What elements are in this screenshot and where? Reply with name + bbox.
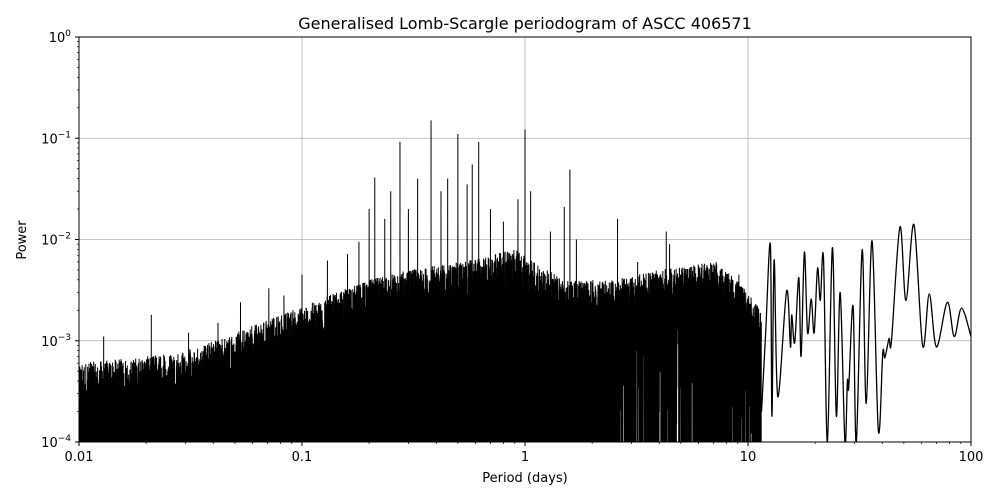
long-period-power-line: [760, 224, 971, 442]
x-tick-label: 1: [521, 450, 529, 465]
x-tick-label: 100: [959, 450, 984, 465]
short-period-power-line: [79, 120, 762, 442]
x-tick-label: 0.01: [65, 450, 94, 465]
chart-title: Generalised Lomb-Scargle periodogram of …: [298, 14, 752, 33]
x-tick-label: 10: [740, 450, 757, 465]
y-axis-label: Power: [15, 220, 30, 260]
power-series: [79, 120, 971, 442]
y-tick-label: 10−4: [41, 434, 71, 451]
y-tick-label: 10−1: [41, 130, 71, 147]
x-tick-label: 0.1: [292, 450, 313, 465]
y-tick-label: 10−2: [41, 232, 71, 249]
x-axis-label: Period (days): [482, 471, 568, 486]
axis-ticks: 0.01 0.1 1 10 100 10−4 10−3 10−2 10−1 100: [41, 29, 983, 465]
y-tick-label: 100: [49, 29, 72, 46]
y-tick-label: 10−3: [41, 333, 71, 350]
